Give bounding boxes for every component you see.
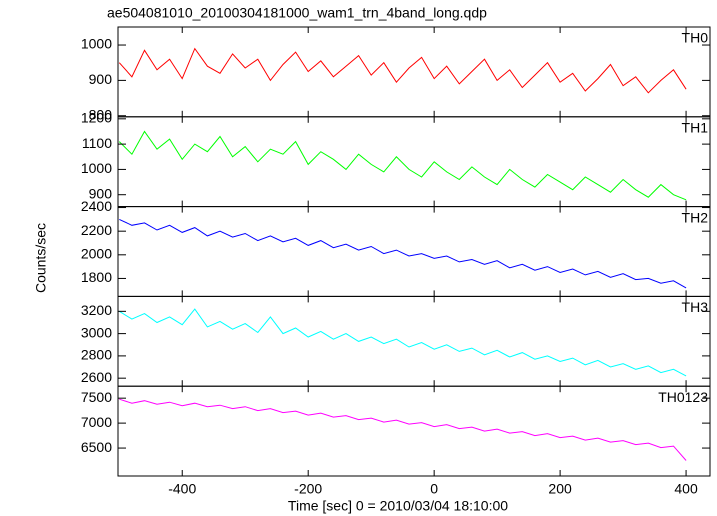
y-tick-label: 1100 <box>82 135 112 151</box>
panel-label: TH1 <box>682 120 709 136</box>
panel-label: TH0 <box>682 30 709 46</box>
y-tick-label: 2800 <box>81 347 112 363</box>
y-tick-label: 1000 <box>81 36 112 52</box>
y-tick-label: 1000 <box>81 160 112 176</box>
y-tick-label: 2400 <box>81 198 112 214</box>
x-tick-label: 200 <box>548 481 572 497</box>
panel-label: TH3 <box>682 299 709 315</box>
panel-frame <box>117 385 711 477</box>
panel-frame <box>117 206 711 297</box>
y-tick-label: 6500 <box>81 439 112 455</box>
x-tick-label: -200 <box>294 481 322 497</box>
data-line <box>118 47 687 94</box>
y-tick-label: 1200 <box>81 110 112 126</box>
y-tick-label: 1800 <box>81 269 112 285</box>
y-tick-label: 2000 <box>81 246 112 262</box>
x-tick-label: -400 <box>168 481 196 497</box>
panel-label: TH2 <box>682 209 709 225</box>
y-tick-label: 2200 <box>81 222 112 238</box>
x-tick-label: 400 <box>674 481 698 497</box>
y-tick-label: 7500 <box>81 389 112 405</box>
data-line <box>118 130 687 201</box>
data-line <box>119 308 687 377</box>
panel-frame <box>117 26 711 118</box>
y-tick-label: 2600 <box>81 369 112 385</box>
y-tick-label: 7000 <box>81 414 112 430</box>
panel-frame <box>117 295 711 387</box>
panel-frame <box>117 116 711 208</box>
y-tick-label: 900 <box>89 185 113 201</box>
y-axis-label: Counts/sec <box>33 223 49 293</box>
y-tick-label: 3000 <box>81 324 112 340</box>
data-line <box>119 218 687 289</box>
y-tick-label: 900 <box>89 71 113 87</box>
y-tick-label: 800 <box>89 106 113 122</box>
x-tick-label: 0 <box>430 481 438 497</box>
panel-label: TH0123 <box>658 389 708 405</box>
data-line <box>119 398 687 461</box>
y-tick-label: 3200 <box>81 302 112 318</box>
chart-title: ae504081010_20100304181000_wam1_trn_4ban… <box>107 5 487 21</box>
x-axis-label: Time [sec] 0 = 2010/03/04 18:10:00 <box>288 498 508 514</box>
